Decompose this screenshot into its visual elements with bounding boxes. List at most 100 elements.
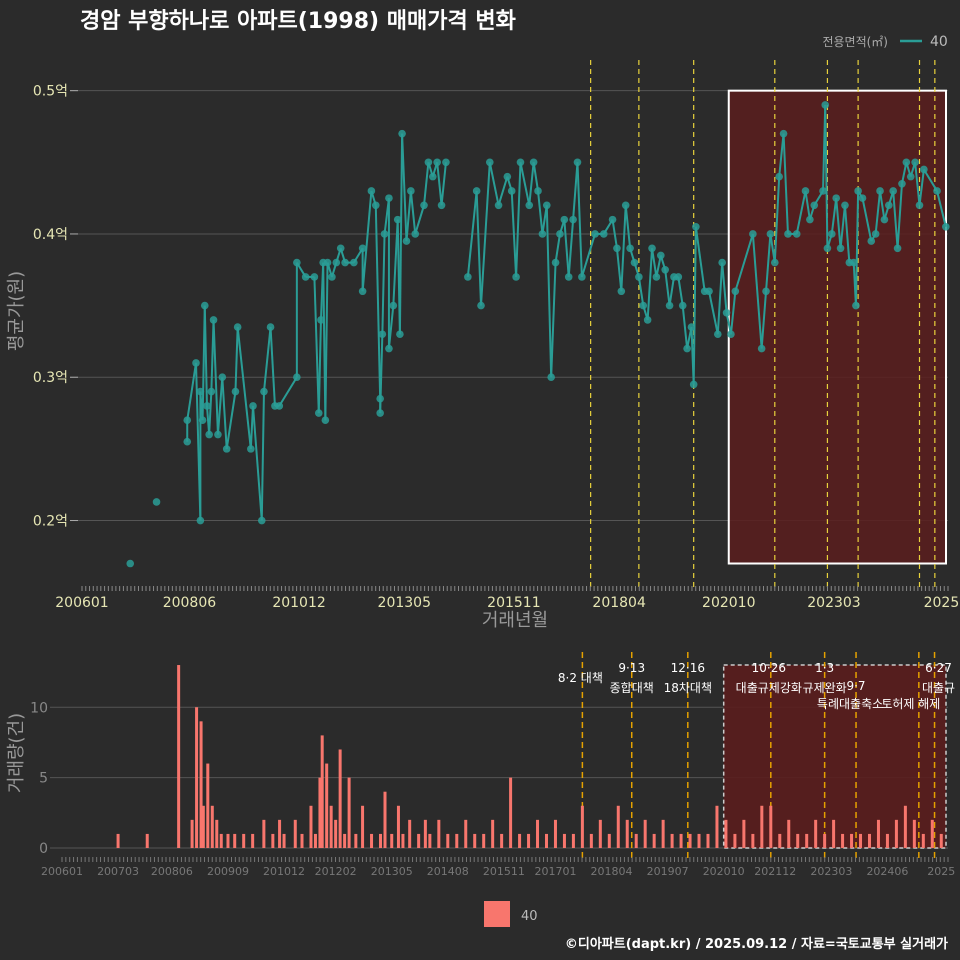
price-line-segment xyxy=(624,205,632,249)
top-y-tick-label: 0.3억 xyxy=(33,370,68,386)
price-point xyxy=(407,187,415,195)
price-line-segment xyxy=(861,197,873,242)
price-line-segment xyxy=(387,305,395,349)
price-line-segment xyxy=(572,162,579,220)
price-point xyxy=(731,287,740,296)
price-point xyxy=(551,258,560,267)
volume-bar xyxy=(859,833,863,848)
top-y-tick-label: 0.4억 xyxy=(33,227,68,243)
price-point xyxy=(293,258,301,267)
bottom-x-tick-label: 2025 xyxy=(927,865,955,878)
volume-bar xyxy=(841,833,845,848)
volume-bar xyxy=(939,833,943,848)
volume-bar xyxy=(313,833,317,848)
volume-bar xyxy=(553,819,557,848)
volume-bar xyxy=(742,819,746,848)
price-point xyxy=(314,409,323,417)
price-line-segment xyxy=(760,291,768,349)
price-line-segment xyxy=(824,104,829,249)
price-line-segment xyxy=(804,190,811,220)
price-point xyxy=(933,187,941,195)
price-line-segment xyxy=(835,198,842,249)
policy-lines-bottom xyxy=(581,652,936,858)
top-x-tick-label: 202303 xyxy=(807,595,860,611)
price-point xyxy=(494,201,503,210)
volume-bar xyxy=(580,805,584,848)
price-point xyxy=(779,129,788,138)
highlight-region-top xyxy=(727,89,948,565)
volume-bar xyxy=(361,805,365,848)
price-point xyxy=(477,301,485,310)
price-line-segment xyxy=(923,168,938,192)
price-line-segment xyxy=(317,319,322,414)
price-series xyxy=(126,101,950,568)
price-point xyxy=(687,323,696,331)
price-line-segment xyxy=(208,391,213,435)
volume-bar xyxy=(625,819,629,848)
volume-bar xyxy=(329,805,333,848)
price-line-segment xyxy=(519,162,531,206)
price-point xyxy=(257,516,266,525)
price-point xyxy=(371,201,380,210)
price-point xyxy=(852,301,860,310)
price-point xyxy=(424,158,433,167)
price-line-segment xyxy=(269,327,276,406)
price-line-segment xyxy=(212,319,219,435)
price-line-segment xyxy=(637,276,645,306)
price-line-segment xyxy=(203,305,208,406)
volume-bar xyxy=(242,833,246,848)
price-point xyxy=(889,187,897,195)
volume-bar xyxy=(334,819,338,848)
volume-bar xyxy=(885,833,889,848)
price-point xyxy=(231,387,240,396)
volume-bar xyxy=(233,833,237,848)
price-line-segment xyxy=(668,276,675,306)
price-point xyxy=(126,559,135,568)
price-point xyxy=(209,316,218,324)
price-point xyxy=(841,201,849,210)
volume-bar xyxy=(536,819,540,848)
price-point xyxy=(871,230,880,238)
policy-annotation-date: 12·16 xyxy=(671,661,705,675)
price-line-segment xyxy=(440,162,447,206)
price-point xyxy=(503,172,512,181)
price-point xyxy=(411,230,420,238)
price-line-segment xyxy=(510,190,518,277)
price-line-segment xyxy=(374,205,382,399)
price-line-segment xyxy=(186,362,197,421)
price-line-segment xyxy=(708,291,719,335)
price-point xyxy=(678,301,687,310)
volume-bar xyxy=(903,805,907,848)
price-line-segment xyxy=(545,205,553,378)
price-line-segment xyxy=(252,405,263,521)
price-line-segment xyxy=(694,226,706,292)
policy-annotation-name: 토허제 해제 xyxy=(881,697,940,711)
price-line-segment xyxy=(677,276,684,306)
volume-bar xyxy=(670,833,674,848)
price-point xyxy=(849,258,858,267)
price-point xyxy=(810,201,819,210)
price-point xyxy=(200,301,209,310)
price-point xyxy=(203,402,211,410)
price-line-segment xyxy=(563,219,570,278)
price-point xyxy=(152,498,161,506)
volume-bar xyxy=(318,777,322,848)
price-point xyxy=(648,244,656,253)
price-point xyxy=(626,244,634,253)
price-point xyxy=(906,172,915,181)
price-point xyxy=(350,258,358,267)
price-point xyxy=(819,187,827,195)
price-point xyxy=(573,158,582,167)
price-point xyxy=(376,394,384,403)
bottom-x-tick-label: 202010 xyxy=(703,865,745,878)
price-point xyxy=(893,244,902,253)
price-line-segment xyxy=(550,262,557,378)
volume-bar xyxy=(210,805,214,848)
price-line-segment xyxy=(874,190,882,235)
volume-bar xyxy=(796,833,800,848)
price-point xyxy=(433,158,441,167)
volume-bar xyxy=(338,749,342,848)
volume-bar xyxy=(177,665,181,848)
price-line-segment xyxy=(765,233,772,292)
price-point xyxy=(249,402,257,410)
